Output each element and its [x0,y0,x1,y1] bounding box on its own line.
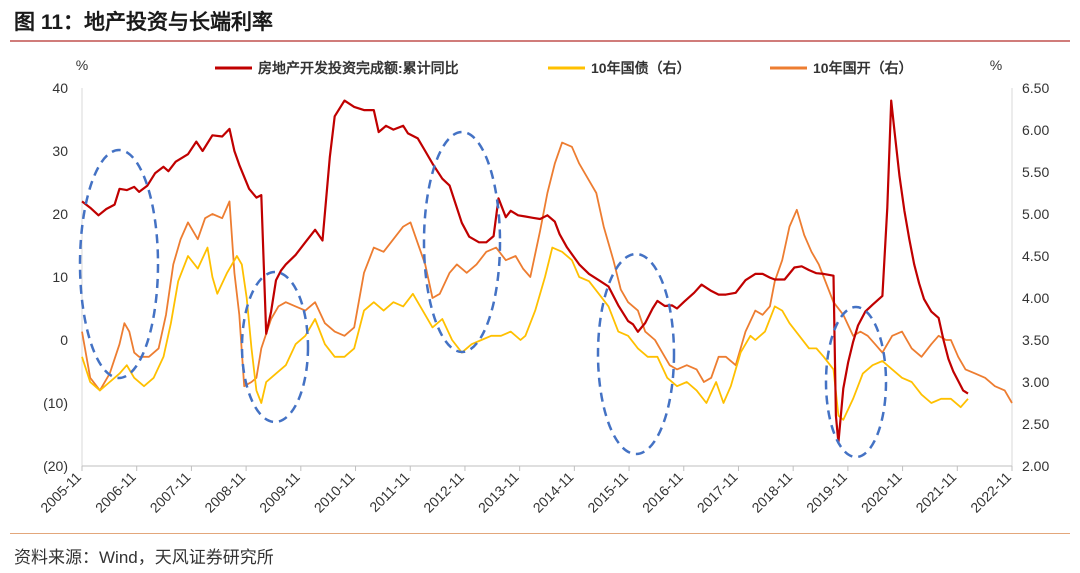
right-tick-label: 6.00 [1022,122,1049,138]
left-axis-unit: % [76,57,88,73]
highlight-ellipses [78,130,888,459]
x-tick-label: 2010-11 [311,469,358,516]
x-tick-label: 2013-11 [475,469,522,516]
legend-label-real-estate: 房地产开发投资完成额:累计同比 [258,60,459,76]
x-tick-label: 2021-11 [913,469,960,516]
highlight-ellipse-2015 [596,252,676,456]
x-tick-label: 2017-11 [694,469,741,516]
highlight-ellipse-2020 [824,305,888,459]
right-axis-ticks: 6.50 6.00 5.50 5.00 4.50 4.00 3.50 3.00 2.50 2.00 [1022,80,1049,474]
x-tick-label: 2008-11 [201,469,248,516]
left-tick-label: 30 [52,143,68,159]
right-axis-unit: % [990,57,1002,73]
figure-title: 图 11：地产投资与长端利率 [14,11,274,34]
right-tick-label: 2.50 [1022,416,1049,432]
series-line-cgb10 [81,246,969,421]
x-tick-label: 2014-11 [530,469,577,516]
x-tick-label: 2020-11 [858,469,905,516]
left-tick-label: (20) [43,458,68,474]
right-tick-label: 4.00 [1022,290,1049,306]
x-tick-label: 2022-11 [967,469,1014,516]
right-tick-label: 3.50 [1022,332,1049,348]
x-tick-label: 2006-11 [92,469,139,516]
x-tick-label: 2018-11 [748,469,795,516]
series-line-cdb10 [81,141,1013,404]
series-line-real-estate [81,99,969,444]
footer-divider [10,533,1070,534]
x-tick-label: 2019-11 [803,469,850,516]
right-tick-label: 6.50 [1022,80,1049,96]
legend-label-cgb10: 10年国债（右） [591,60,691,76]
line-chart: % % 房地产开发投资完成额:累计同比 10年国债（右） 10年国开（右） 40… [37,57,1049,516]
right-tick-label: 3.00 [1022,374,1049,390]
left-tick-label: (10) [43,395,68,411]
x-axis-ticks: 2005-11 2006-11 2007-11 2008-11 2009-11 2010-… [37,466,1014,516]
legend-label-cdb10: 10年国开（右） [813,60,913,76]
left-tick-label: 20 [52,206,68,222]
x-tick-label: 2012-11 [420,469,467,516]
right-tick-label: 4.50 [1022,248,1049,264]
x-tick-label: 2009-11 [256,469,303,516]
left-axis-ticks: 40 30 20 10 0 (10) (20) [43,80,68,474]
x-tick-label: 2015-11 [584,469,631,516]
x-tick-label: 2005-11 [37,469,84,516]
right-tick-label: 5.00 [1022,206,1049,222]
legend: 房地产开发投资完成额:累计同比 10年国债（右） 10年国开（右） [215,60,913,76]
title-divider [10,40,1070,42]
right-tick-label: 2.00 [1022,458,1049,474]
source-note: 资料来源：Wind，天风证券研究所 [14,548,274,567]
series-layer [81,99,1013,444]
highlight-ellipse-2009 [240,270,310,424]
x-tick-label: 2016-11 [639,469,686,516]
left-tick-label: 10 [52,269,68,285]
highlight-ellipse-2006 [78,148,160,380]
right-tick-label: 5.50 [1022,164,1049,180]
left-tick-label: 40 [52,80,68,96]
left-tick-label: 0 [60,332,68,348]
highlight-ellipse-2012 [422,130,502,354]
x-tick-label: 2011-11 [366,469,412,515]
x-tick-label: 2007-11 [147,469,194,516]
